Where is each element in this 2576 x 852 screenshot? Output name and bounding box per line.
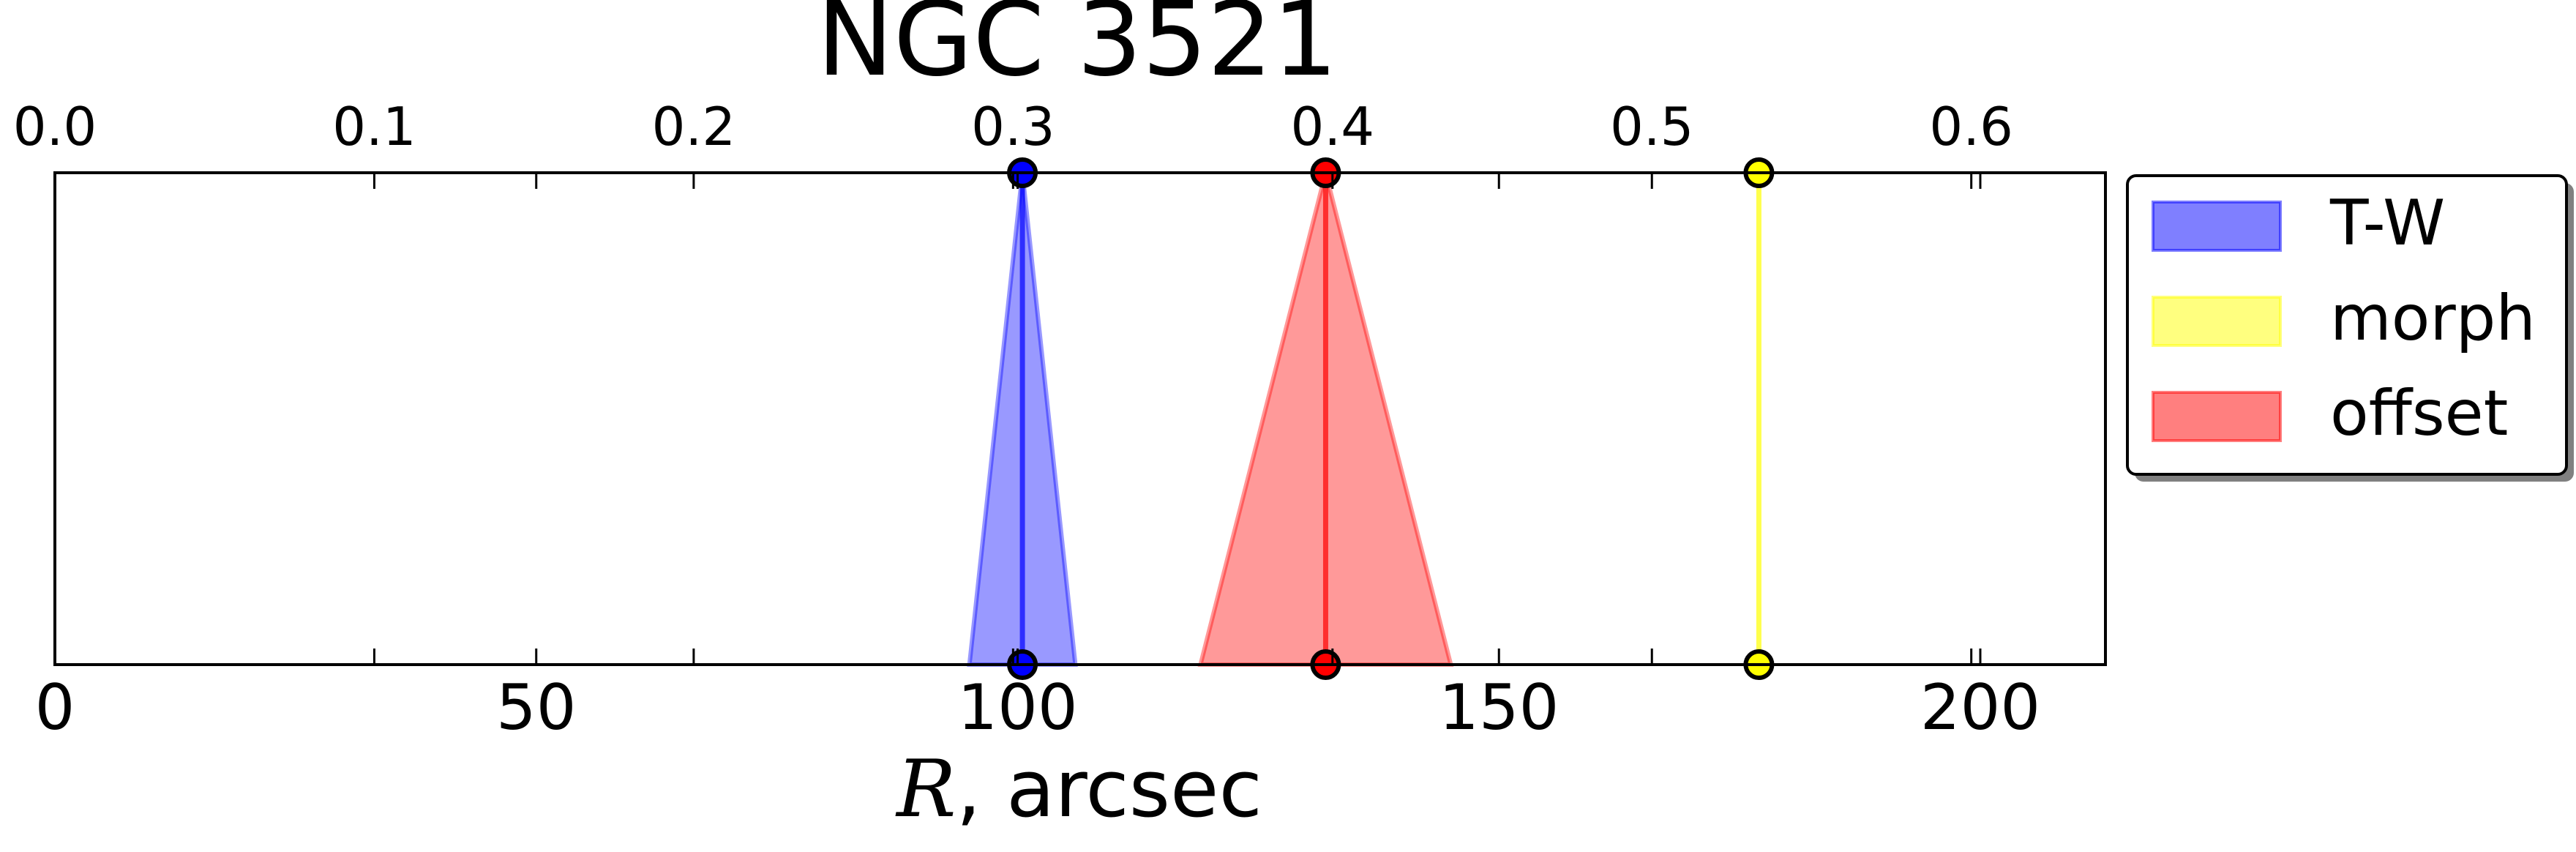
x2-tick-label-0.2: 0.2 (652, 96, 736, 157)
x2-tick-label-0.3: 0.3 (971, 96, 1055, 157)
x-axis-top: 0.0 0.1 0.2 0.3 0.4 0.5 0.6 (13, 96, 2013, 665)
plot-marks (967, 157, 1775, 680)
legend-label-offset: offset (2330, 377, 2508, 450)
chart-title: NGC 3521 (817, 0, 1338, 100)
legend-swatch-t-w (2152, 201, 2282, 252)
legend-label-morph: morph (2330, 282, 2536, 355)
x2-tick-label-0.4: 0.4 (1291, 96, 1375, 157)
legend: T-W morph offset (2126, 174, 2574, 482)
plot-frame (53, 171, 2107, 666)
x-axis-label-variable: R (895, 744, 956, 835)
x-axis-label-units: , arcsec (956, 744, 1262, 835)
x-tick-label-200: 200 (1920, 671, 2040, 744)
x-axis-bottom: 0 50 100 150 200 (35, 173, 2040, 744)
legend-label-t-w: T-W (2329, 187, 2445, 260)
x2-tick-label-0.1: 0.1 (332, 96, 416, 157)
x2-tick-label-0.5: 0.5 (1610, 96, 1694, 157)
x-tick-label-100: 100 (957, 671, 1077, 744)
x-tick-label-0: 0 (35, 671, 75, 744)
x-tick-label-150: 150 (1439, 671, 1559, 744)
x2-tick-label-0.6: 0.6 (1929, 96, 2013, 157)
legend-swatch-morph (2152, 296, 2282, 347)
x-axis-label: R, arcsec (895, 744, 1262, 835)
x-tick-label-50: 50 (496, 671, 576, 744)
legend-entries: T-W morph offset (2152, 187, 2536, 450)
x2-tick-label-0.0: 0.0 (13, 96, 97, 157)
legend-swatch-offset (2152, 391, 2282, 442)
